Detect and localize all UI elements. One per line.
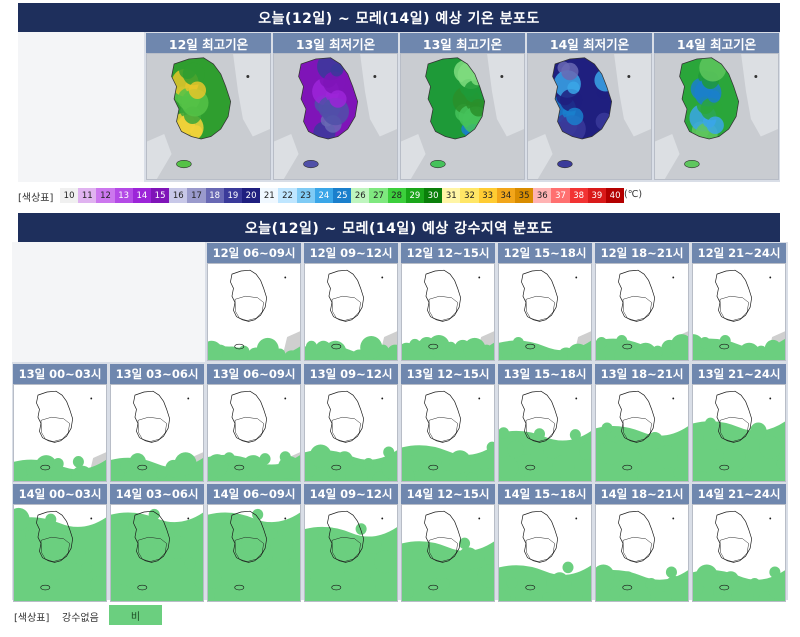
precipitation-map-header: 13일 06~09시 [207, 364, 301, 384]
scale-swatch: 28 [387, 188, 406, 203]
precipitation-map [207, 504, 301, 602]
scale-swatch: 32 [460, 188, 479, 203]
precipitation-map-header: 14일 06~09시 [207, 484, 301, 504]
precipitation-map [595, 384, 689, 482]
scale-swatch: 17 [187, 188, 206, 203]
temperature-map [273, 53, 398, 180]
temperature-map-header: 13일 최저기온 [273, 33, 398, 53]
scale-swatch: 19 [223, 188, 242, 203]
precipitation-map-header: 13일 12~15시 [401, 364, 495, 384]
precipitation-map [595, 263, 689, 361]
precipitation-map [304, 263, 398, 361]
scale-swatch: 20 [242, 188, 261, 203]
precipitation-map-header: 12일 06~09시 [207, 243, 301, 263]
precipitation-map-header: 14일 03~06시 [110, 484, 204, 504]
precipitation-map [498, 504, 592, 602]
temperature-title: 오늘(12일) ~ 모레(14일) 예상 기온 분포도 [18, 3, 780, 32]
scale-swatch: 26 [351, 188, 370, 203]
temperature-map [527, 53, 652, 180]
scale-swatch: 21 [260, 188, 279, 203]
precipitation-map-header: 14일 15~18시 [498, 484, 592, 504]
precipitation-map [692, 384, 786, 482]
rain-swatch: 비 [109, 605, 162, 625]
temperature-map [654, 53, 779, 180]
precipitation-map [207, 263, 301, 361]
temperature-map-header: 14일 최고기온 [654, 33, 779, 53]
precipitation-map-header: 12일 12~15시 [401, 243, 495, 263]
precipitation-map [207, 384, 301, 482]
scale-swatch: 25 [333, 188, 352, 203]
precipitation-map [498, 384, 592, 482]
scale-swatch: 23 [296, 188, 315, 203]
scale-swatch: 35 [515, 188, 534, 203]
scale-swatch: 38 [569, 188, 588, 203]
precipitation-map [304, 504, 398, 602]
precipitation-map-header: 12일 09~12시 [304, 243, 398, 263]
precipitation-map-header: 12일 21~24시 [692, 243, 786, 263]
scale-swatch: 36 [533, 188, 552, 203]
scale-swatch: 22 [278, 188, 297, 203]
temperature-blank-cell [18, 32, 144, 182]
scale-swatch: 12 [96, 188, 115, 203]
precipitation-map [401, 384, 495, 482]
precipitation-map [595, 504, 689, 602]
scale-swatch: 40 [606, 188, 625, 203]
temperature-map-header: 14일 최저기온 [527, 33, 652, 53]
precipitation-map-header: 13일 15~18시 [498, 364, 592, 384]
temperature-map [400, 53, 525, 180]
scale-swatch: 27 [369, 188, 388, 203]
precipitation-map-header: 12일 18~21시 [595, 243, 689, 263]
precipitation-map [401, 504, 495, 602]
precipitation-map-header: 13일 09~12시 [304, 364, 398, 384]
scale-swatch: 10 [60, 188, 79, 203]
precipitation-map-header: 14일 00~03시 [13, 484, 107, 504]
precipitation-map-header: 14일 09~12시 [304, 484, 398, 504]
precipitation-legend-label: [색상표] [14, 613, 50, 624]
temperature-legend-label: [색상표] [18, 193, 54, 204]
scale-swatch: 37 [551, 188, 570, 203]
precipitation-blank-cell [12, 242, 205, 362]
scale-swatch: 18 [205, 188, 224, 203]
temperature-map-header: 12일 최고기온 [146, 33, 271, 53]
precipitation-map-header: 13일 03~06시 [110, 364, 204, 384]
scale-swatch: 39 [587, 188, 606, 203]
no-rain-label: 강수없음 [62, 613, 99, 624]
scale-swatch: 13 [114, 188, 133, 203]
precipitation-map [692, 504, 786, 602]
scale-swatch: 29 [405, 188, 424, 203]
precipitation-map-header: 12일 15~18시 [498, 243, 592, 263]
precipitation-map-header: 13일 00~03시 [13, 364, 107, 384]
precipitation-map-header: 14일 21~24시 [692, 484, 786, 504]
precipitation-map [13, 384, 107, 482]
scale-swatch: 30 [424, 188, 443, 203]
scale-swatch: 24 [314, 188, 333, 203]
precipitation-map [110, 504, 204, 602]
scale-swatch: 34 [496, 188, 515, 203]
precipitation-map [13, 504, 107, 602]
scale-swatch: 16 [169, 188, 188, 203]
scale-swatch: 33 [478, 188, 497, 203]
precipitation-map [304, 384, 398, 482]
precipitation-title: 오늘(12일) ~ 모레(14일) 예상 강수지역 분포도 [18, 213, 780, 242]
precipitation-map [401, 263, 495, 361]
scale-swatch: 15 [151, 188, 170, 203]
scale-swatch: 14 [132, 188, 151, 203]
precipitation-map [498, 263, 592, 361]
precipitation-map-header: 14일 12~15시 [401, 484, 495, 504]
temperature-panel [18, 32, 780, 182]
precipitation-map [692, 263, 786, 361]
temperature-unit: (℃) [624, 189, 643, 200]
scale-swatch: 11 [78, 188, 97, 203]
temperature-map-header: 13일 최고기온 [400, 33, 525, 53]
precipitation-map-header: 13일 18~21시 [595, 364, 689, 384]
precipitation-map-header: 13일 21~24시 [692, 364, 786, 384]
temperature-map [146, 53, 271, 180]
precipitation-map-header: 14일 18~21시 [595, 484, 689, 504]
scale-swatch: 31 [442, 188, 461, 203]
precipitation-map [110, 384, 204, 482]
